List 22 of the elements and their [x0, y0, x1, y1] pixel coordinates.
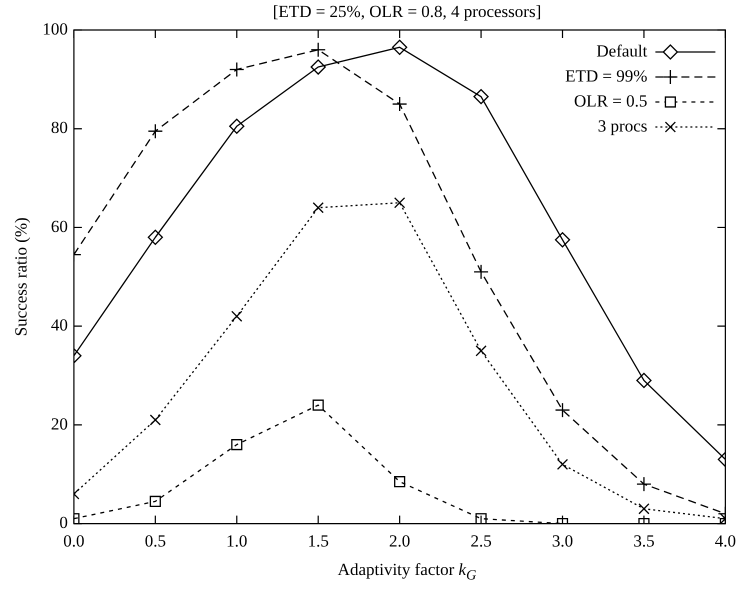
y-tick-label: 80 — [50, 118, 68, 138]
y-tick-label: 40 — [50, 316, 68, 335]
legend-label: ETD = 99% — [565, 66, 648, 86]
x-tick-label: 0.0 — [63, 531, 85, 550]
y-axis-title: Success ratio (%) — [12, 217, 31, 336]
x-tick-label: 2.0 — [389, 531, 410, 550]
x-axis-title: Adaptivity factor k$_{G}$ — [336, 560, 478, 584]
x-tick-label: 0.5 — [144, 531, 166, 550]
y-tick-label: 20 — [50, 414, 68, 434]
y-tick-label: 100 — [42, 19, 68, 38]
y-tick-label: 0 — [59, 513, 68, 532]
chart-title: [ETD = 25%, OLR = 0.8, 4 processors] — [272, 2, 542, 21]
x-tick-label: 1.0 — [226, 531, 248, 550]
x-tick-label: 3.0 — [552, 531, 574, 550]
x-tick-label: 3.5 — [633, 531, 655, 550]
y-tick-label: 60 — [50, 216, 68, 236]
x-tick-label: 4.0 — [714, 531, 736, 550]
x-tick-label: 1.5 — [308, 531, 329, 550]
legend-label: Default — [596, 41, 648, 60]
x-tick-label: 2.5 — [470, 531, 492, 550]
legend-label: 3 procs — [598, 116, 648, 136]
legend-label: OLR = 0.5 — [574, 91, 648, 110]
